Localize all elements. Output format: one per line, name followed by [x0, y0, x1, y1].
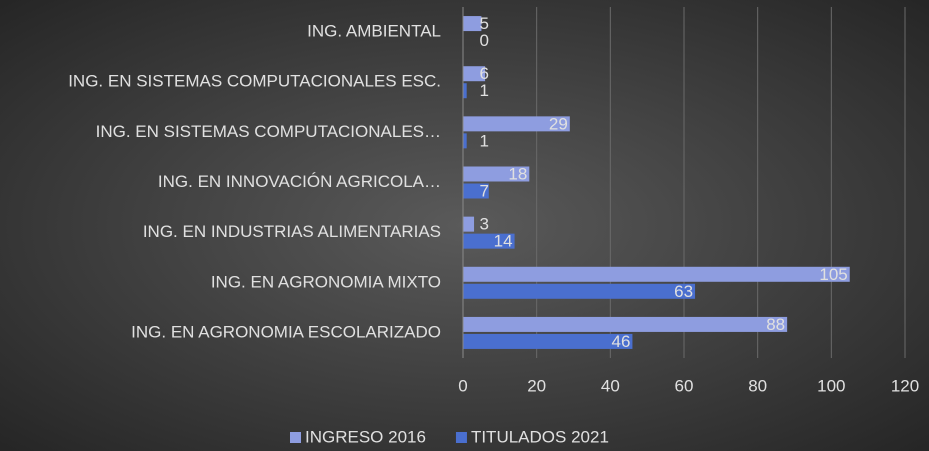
data-label: 3 — [480, 215, 489, 234]
legend-swatch — [290, 432, 301, 443]
bar — [463, 116, 570, 132]
y-tick-label: ING. EN SISTEMAS COMPUTACIONALES… — [96, 122, 441, 141]
y-tick-label: ING. EN AGRONOMIA ESCOLARIZADO — [131, 322, 441, 341]
bar — [463, 283, 696, 299]
data-label: 63 — [674, 282, 693, 301]
x-tick-label: 40 — [601, 376, 620, 395]
data-label: 88 — [766, 315, 785, 334]
legend-label: TITULADOS 2021 — [471, 427, 609, 446]
bar — [463, 316, 788, 332]
y-tick-label: ING. EN INNOVACIÓN AGRICOLA… — [158, 172, 441, 191]
x-tick-label: 60 — [675, 376, 694, 395]
data-label: 5 — [480, 14, 489, 33]
bar — [463, 133, 467, 149]
x-tick-label: 100 — [817, 376, 845, 395]
legend-swatch — [455, 432, 467, 443]
data-label: 6 — [480, 64, 489, 83]
bar — [463, 233, 515, 249]
data-label: 0 — [480, 31, 489, 50]
x-tick-label: 80 — [748, 376, 767, 395]
data-label: 14 — [494, 232, 513, 251]
bar — [463, 83, 467, 99]
data-label: 1 — [480, 81, 489, 100]
y-tick-label: ING. EN INDUSTRIAS ALIMENTARIAS — [143, 222, 441, 241]
bar — [463, 216, 475, 232]
x-tick-label: 120 — [891, 376, 919, 395]
bar — [463, 166, 530, 182]
x-tick-label: 0 — [458, 376, 467, 395]
y-tick-label: ING. AMBIENTAL — [307, 22, 441, 41]
bar — [463, 16, 482, 32]
data-label: 46 — [612, 332, 631, 351]
data-label: 18 — [508, 164, 527, 183]
bar — [463, 66, 486, 82]
bar — [463, 333, 633, 349]
data-label: 1 — [480, 131, 489, 150]
y-tick-label: ING. EN AGRONOMIA MIXTO — [211, 272, 441, 291]
bar — [463, 266, 850, 282]
legend-label: INGRESO 2016 — [305, 427, 426, 446]
data-label: 29 — [549, 114, 568, 133]
bar — [463, 183, 489, 199]
data-label: 7 — [480, 181, 489, 200]
data-label: 105 — [819, 265, 847, 284]
y-tick-label: ING. EN SISTEMAS COMPUTACIONALES ESC. — [68, 72, 441, 91]
x-tick-label: 20 — [527, 376, 546, 395]
